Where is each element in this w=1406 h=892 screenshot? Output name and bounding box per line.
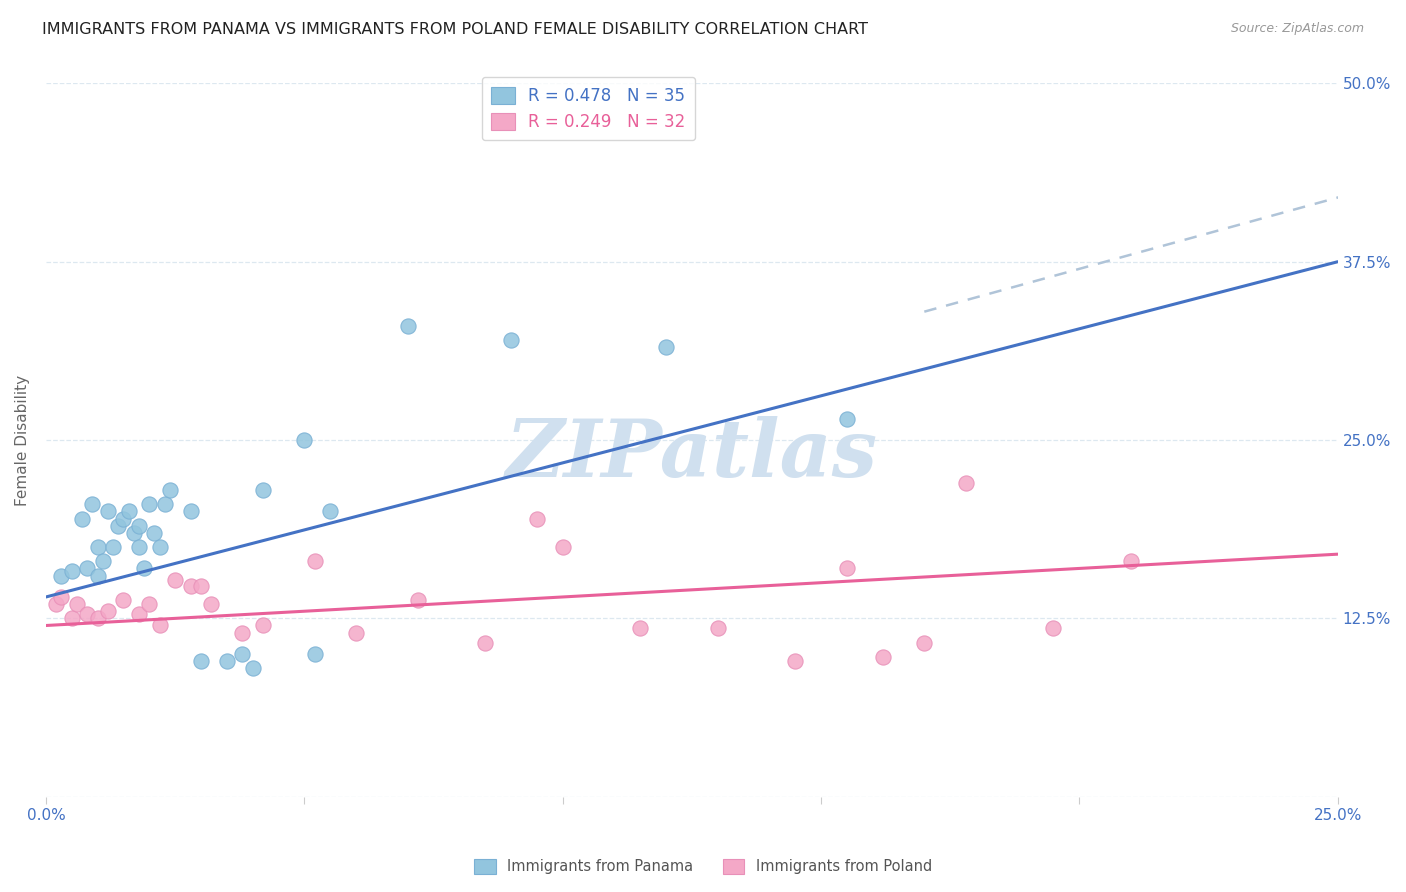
Point bbox=[655, 340, 678, 354]
Point bbox=[149, 618, 172, 632]
Point bbox=[252, 483, 274, 497]
Y-axis label: Female Disability: Female Disability bbox=[15, 375, 30, 506]
Point bbox=[143, 525, 166, 540]
Point bbox=[149, 540, 172, 554]
Point bbox=[76, 561, 98, 575]
Text: IMMIGRANTS FROM PANAMA VS IMMIGRANTS FROM POLAND FEMALE DISABILITY CORRELATION C: IMMIGRANTS FROM PANAMA VS IMMIGRANTS FRO… bbox=[42, 22, 868, 37]
Point bbox=[190, 578, 212, 592]
Point bbox=[835, 561, 858, 575]
Point bbox=[1119, 554, 1142, 568]
Point bbox=[66, 597, 89, 611]
Point bbox=[134, 561, 156, 575]
Point bbox=[107, 518, 129, 533]
Point bbox=[319, 504, 342, 518]
Point bbox=[128, 518, 150, 533]
Point bbox=[51, 590, 73, 604]
Legend: R = 0.478   N = 35, R = 0.249   N = 32: R = 0.478 N = 35, R = 0.249 N = 32 bbox=[482, 78, 695, 140]
Point bbox=[499, 333, 522, 347]
Point bbox=[200, 597, 222, 611]
Point bbox=[70, 511, 93, 525]
Point bbox=[122, 525, 145, 540]
Point bbox=[138, 497, 160, 511]
Point bbox=[304, 554, 326, 568]
Point bbox=[912, 635, 935, 649]
Point bbox=[86, 611, 108, 625]
Point bbox=[231, 625, 253, 640]
Point bbox=[628, 621, 651, 635]
Point bbox=[396, 318, 419, 333]
Point bbox=[97, 504, 120, 518]
Point bbox=[785, 654, 807, 668]
Point bbox=[526, 511, 548, 525]
Point bbox=[112, 511, 135, 525]
Point bbox=[112, 592, 135, 607]
Point bbox=[165, 573, 187, 587]
Legend: Immigrants from Panama, Immigrants from Poland: Immigrants from Panama, Immigrants from … bbox=[468, 853, 938, 880]
Text: ZIPatlas: ZIPatlas bbox=[506, 416, 877, 493]
Point bbox=[406, 592, 429, 607]
Text: Source: ZipAtlas.com: Source: ZipAtlas.com bbox=[1230, 22, 1364, 36]
Point bbox=[252, 618, 274, 632]
Point bbox=[76, 607, 98, 621]
Point bbox=[872, 649, 894, 664]
Point bbox=[551, 540, 574, 554]
Point bbox=[231, 647, 253, 661]
Point bbox=[60, 564, 83, 578]
Point bbox=[128, 607, 150, 621]
Point bbox=[304, 647, 326, 661]
Point bbox=[1042, 621, 1064, 635]
Point bbox=[215, 654, 238, 668]
Point bbox=[91, 554, 114, 568]
Point bbox=[86, 568, 108, 582]
Point bbox=[153, 497, 176, 511]
Point bbox=[97, 604, 120, 618]
Point bbox=[474, 635, 496, 649]
Point bbox=[117, 504, 139, 518]
Point bbox=[60, 611, 83, 625]
Point bbox=[82, 497, 104, 511]
Point bbox=[242, 661, 264, 675]
Point bbox=[180, 504, 202, 518]
Point bbox=[955, 475, 977, 490]
Point bbox=[190, 654, 212, 668]
Point bbox=[51, 568, 73, 582]
Point bbox=[292, 433, 315, 447]
Point bbox=[344, 625, 367, 640]
Point bbox=[86, 540, 108, 554]
Point bbox=[45, 597, 67, 611]
Point bbox=[835, 411, 858, 425]
Point bbox=[101, 540, 124, 554]
Point bbox=[706, 621, 728, 635]
Point bbox=[138, 597, 160, 611]
Point bbox=[180, 578, 202, 592]
Point bbox=[159, 483, 181, 497]
Point bbox=[128, 540, 150, 554]
